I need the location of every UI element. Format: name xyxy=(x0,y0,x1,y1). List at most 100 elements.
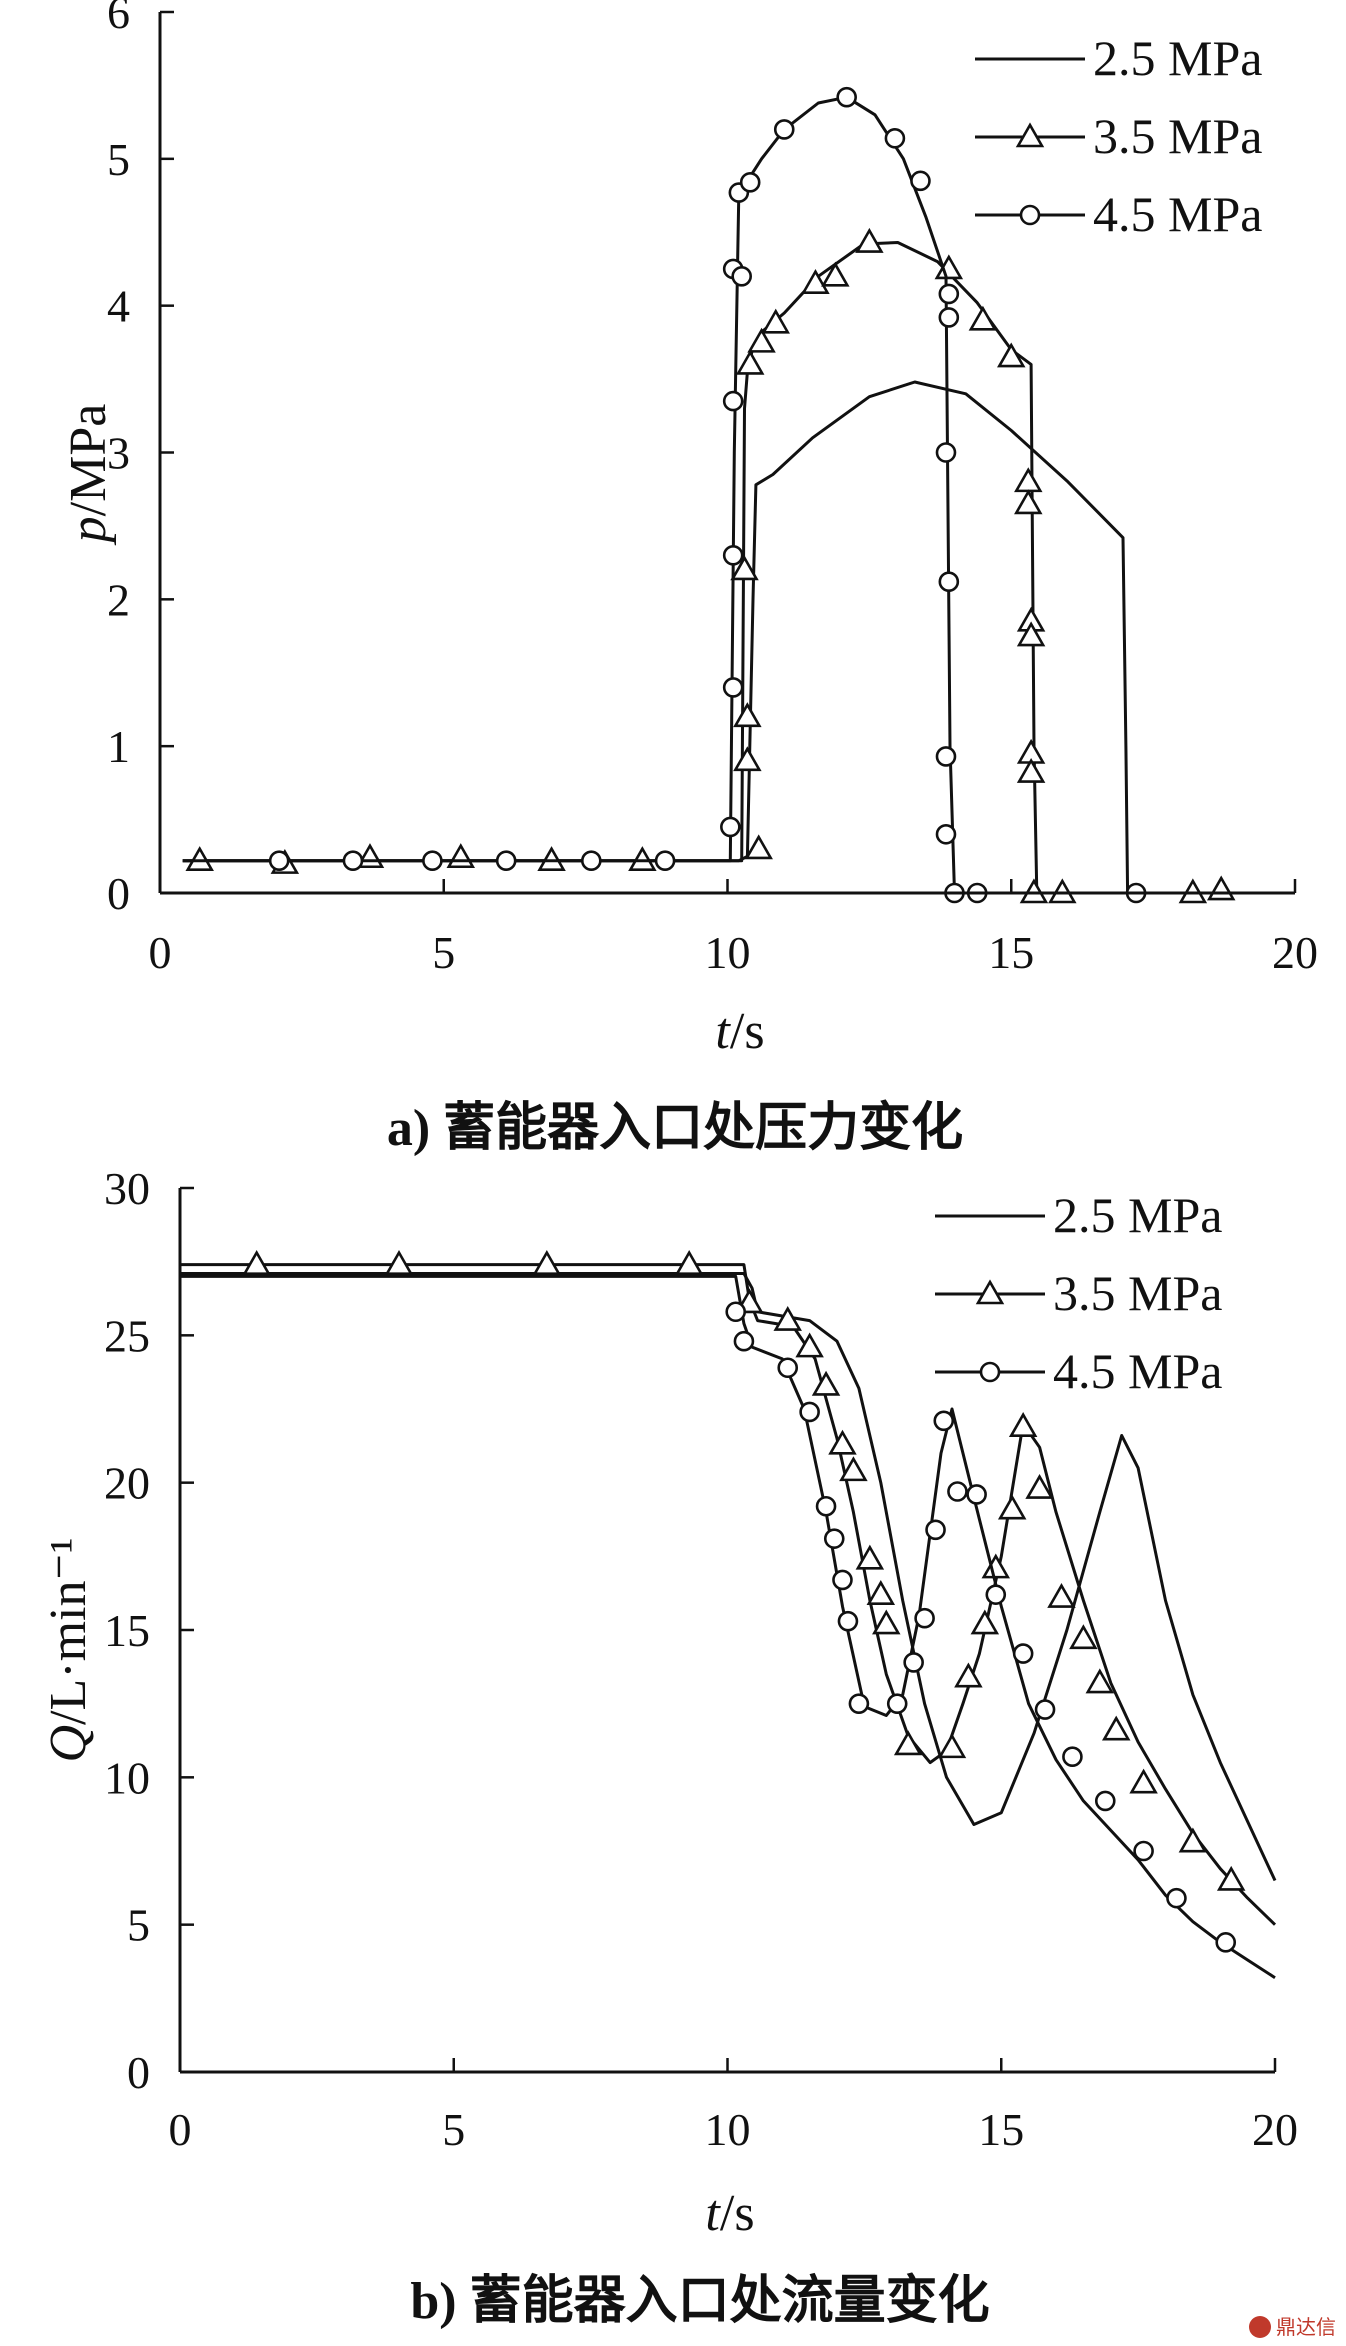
a-y-tick-label: 1 xyxy=(107,721,130,772)
b-series-4-5-MPa-marker xyxy=(914,1607,935,1629)
flow-caption: b) 蓄能器入口处流量变化 xyxy=(410,2272,989,2330)
b-legend-4-5-MPa-label: 4.5 MPa xyxy=(1053,1343,1222,1399)
a-series-3-5-MPa-marker xyxy=(735,349,765,375)
b-legend-2-5-MPa-label: 2.5 MPa xyxy=(1053,1187,1222,1243)
b-series-4-5-MPa-marker xyxy=(903,1652,924,1673)
a-x-tick-label: 5 xyxy=(432,927,455,978)
b-series-3-5-MPa-marker xyxy=(811,1370,841,1396)
pressure-tick-labels: 0 5 10 15 20 0 1 2 3 4 5 6 xyxy=(107,0,1318,978)
flow-x-axis-label: t/s xyxy=(705,2185,754,2242)
a-series-3-5-MPa-marker xyxy=(1016,621,1046,647)
b-series-4-5-MPa-marker xyxy=(725,1301,747,1323)
b-series-4-5-MPa-marker xyxy=(777,1357,799,1379)
b-series-4-5-MPa-marker xyxy=(848,1693,870,1714)
a-legend-3-5-MPa-marker xyxy=(1015,122,1045,148)
b-y-tick-label: 15 xyxy=(104,1605,150,1656)
b-series-4-5-MPa-marker xyxy=(1062,1746,1083,1768)
a-y-tick-label: 4 xyxy=(107,281,130,332)
b-series-4-5-MPa-marker xyxy=(733,1330,755,1352)
a-series-4-5-MPa-marker xyxy=(938,307,960,328)
a-series-3-5-MPa-marker xyxy=(733,702,762,728)
b-series-4-5-MPa-marker xyxy=(966,1484,987,1505)
b-legend-3-5-MPa-marker xyxy=(975,1279,1005,1305)
a-series-3-5-MPa-marker xyxy=(1014,467,1043,493)
chart-flow: 0 5 10 15 20 0 5 10 15 20 25 30 Q/L·min⁻¹ t/s 2.5 M… xyxy=(40,1163,1298,2330)
b-x-tick-label: 10 xyxy=(705,2104,751,2155)
watermark-logo: 鼎达信 xyxy=(1249,2315,1336,2339)
b-series-4-5-MPa-marker xyxy=(933,1410,955,1432)
b-series-4-5-MPa-marker xyxy=(985,1584,1007,1605)
a-series-4-5-MPa-marker xyxy=(268,850,290,871)
a-series-4-5-MPa-marker xyxy=(938,283,960,305)
b-series-3-5-MPa-marker xyxy=(1101,1715,1131,1741)
a-series-4-5-MPa-marker xyxy=(422,850,443,871)
flow-plot-area xyxy=(180,1249,1277,1979)
a-series-4-5-MPa-marker xyxy=(654,850,676,871)
pressure-legend: 2.5 MPa 3.5 MPa 4.5 MPa xyxy=(975,30,1262,242)
a-series-3-5-MPa-marker xyxy=(185,846,214,871)
a-series-3-5-MPa-marker xyxy=(761,308,790,334)
a-series-3-5-MPa-marker xyxy=(855,227,884,253)
a-series-4-5-MPa-marker xyxy=(722,544,744,566)
a-series-4-5-MPa-marker xyxy=(731,265,752,287)
pressure-caption: a) 蓄能器入口处压力变化 xyxy=(387,1099,963,1157)
b-series-3-5-MPa-line xyxy=(180,1263,1277,1926)
a-series-3-5-MPa-marker xyxy=(733,746,762,772)
b-y-tick-label: 20 xyxy=(104,1458,150,1509)
b-series-3-5-MPa-marker xyxy=(1069,1624,1098,1650)
a-legend-2-5-MPa-label: 2.5 MPa xyxy=(1093,30,1262,86)
b-series-3-5-MPa-marker xyxy=(866,1580,896,1605)
b-x-tick-label: 5 xyxy=(442,2104,465,2155)
a-x-tick-label: 15 xyxy=(988,927,1034,978)
a-series-3-5-MPa-marker xyxy=(628,846,657,871)
a-x-tick-label: 10 xyxy=(705,927,751,978)
b-series-4-5-MPa-marker xyxy=(815,1495,837,1517)
b-series-3-5-MPa-marker xyxy=(1025,1473,1054,1499)
b-series-3-5-MPa-marker xyxy=(954,1662,983,1688)
a-series-4-5-MPa-marker xyxy=(720,816,741,838)
a-series-4-5-MPa-marker xyxy=(938,571,960,593)
a-y-tick-label: 0 xyxy=(107,868,130,919)
a-series-2-5-MPa-line xyxy=(182,380,1295,895)
a-series-3-5-MPa-marker xyxy=(801,269,830,294)
a-y-tick-label: 3 xyxy=(107,428,130,479)
b-series-3-5-MPa-marker xyxy=(1178,1827,1208,1853)
b-series-4-5-MPa-marker xyxy=(1034,1699,1056,1720)
a-legend-4-5-MPa-marker xyxy=(1019,204,1041,226)
a-series-4-5-MPa-marker xyxy=(739,172,761,193)
pressure-axes xyxy=(158,10,1297,895)
b-series-3-5-MPa-marker xyxy=(1085,1668,1115,1694)
a-series-4-5-MPa-marker xyxy=(342,850,364,871)
a-series-4-5-MPa-marker xyxy=(580,850,602,871)
b-series-4-5-MPa-marker xyxy=(886,1693,908,1714)
b-series-4-5-MPa-marker xyxy=(925,1519,946,1541)
b-series-4-5-MPa-marker xyxy=(1094,1790,1116,1812)
b-series-4-5-MPa-marker xyxy=(947,1481,968,1502)
b-series-3-5-MPa-marker xyxy=(242,1249,271,1275)
a-series-4-5-MPa-marker xyxy=(722,677,744,698)
a-series-3-5-MPa-marker xyxy=(1016,757,1046,783)
b-legend-4-5-MPa-marker xyxy=(979,1361,1001,1383)
b-series-3-5-MPa-marker xyxy=(937,1733,967,1759)
b-series-3-5-MPa-marker xyxy=(674,1249,704,1275)
b-x-tick-label: 15 xyxy=(978,2104,1024,2155)
a-series-3-5-MPa-marker xyxy=(821,261,850,287)
b-x-tick-label: 20 xyxy=(1252,2104,1298,2155)
watermark-text: 鼎达信 xyxy=(1276,2315,1336,2339)
a-series-3-5-MPa-marker xyxy=(1206,875,1236,901)
b-y-tick-label: 10 xyxy=(104,1752,150,1803)
a-series-3-5-MPa-marker xyxy=(997,342,1026,368)
flow-y-axis-label: Q/L·min⁻¹ xyxy=(40,1537,97,1762)
a-x-tick-label: 20 xyxy=(1272,927,1318,978)
b-series-4-5-MPa-marker xyxy=(1133,1840,1154,1862)
b-series-3-5-MPa-marker xyxy=(872,1609,901,1635)
b-legend-3-5-MPa-label: 3.5 MPa xyxy=(1053,1265,1222,1321)
a-y-tick-label: 6 xyxy=(107,0,130,38)
a-series-4-5-MPa-marker xyxy=(884,127,906,149)
b-series-3-5-MPa-marker xyxy=(1008,1412,1038,1437)
b-series-4-5-MPa-marker xyxy=(1012,1643,1034,1664)
a-series-4-5-MPa-marker xyxy=(773,119,795,140)
b-series-4-5-MPa-marker xyxy=(832,1569,853,1591)
b-y-tick-label: 25 xyxy=(104,1310,150,1361)
